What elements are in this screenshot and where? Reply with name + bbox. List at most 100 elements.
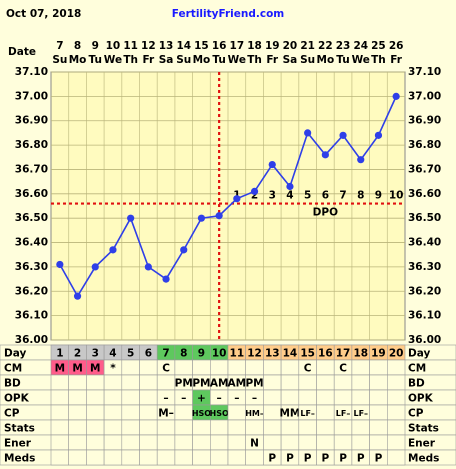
cell-text: P	[375, 453, 383, 465]
dpo-number: 6	[322, 190, 329, 202]
table-cell	[280, 419, 300, 436]
table-cell	[68, 404, 87, 421]
cell-text: –	[234, 393, 239, 405]
table-cell	[103, 404, 123, 421]
table-cell	[280, 389, 300, 406]
cell-text: 4	[109, 348, 116, 360]
table-cell	[139, 419, 158, 436]
y2-tick-label: 36.70	[408, 163, 441, 175]
cell-text: P	[339, 453, 347, 465]
table-cell	[369, 434, 388, 451]
dpo-label: DPO	[313, 207, 338, 219]
table-cell	[333, 374, 353, 391]
x-tick-label: 10	[106, 40, 121, 52]
cell-text: PM	[175, 378, 193, 390]
row-label-right: Ener	[408, 438, 436, 450]
weekday-label: Tu	[336, 54, 349, 66]
y-tick-label: 36.20	[15, 285, 48, 297]
weekday-label: Th	[123, 54, 138, 66]
dpo-number: 10	[389, 190, 404, 202]
temperature-point	[144, 263, 152, 271]
y-tick-label: 37.10	[15, 66, 48, 78]
table-cell	[316, 389, 335, 406]
cell-text: 17	[336, 348, 351, 360]
cell-text: HM–	[245, 409, 264, 418]
cell-text: AM	[228, 378, 247, 390]
table-cell	[86, 374, 105, 391]
table-cell	[139, 449, 158, 466]
table-cell	[174, 359, 193, 376]
table-cell	[139, 404, 158, 421]
table-cell	[263, 404, 282, 421]
table-cell	[68, 449, 87, 466]
table-cell	[227, 449, 247, 466]
cell-text: –	[252, 393, 257, 405]
table-cell	[156, 434, 176, 451]
cell-text: *	[110, 363, 116, 375]
temperature-line	[59, 96, 397, 298]
cell-text: 11	[230, 348, 245, 360]
x-tick-label: 8	[74, 40, 81, 52]
y2-tick-label: 36.10	[408, 310, 441, 322]
y2-tick-label: 36.20	[408, 285, 441, 297]
table-cell	[369, 359, 388, 376]
y-tick-label: 36.30	[15, 261, 48, 273]
table-cell	[333, 389, 353, 406]
table-cell	[245, 359, 264, 376]
temperature-point	[180, 246, 188, 254]
cell-text: C	[304, 363, 312, 375]
dpo-number: 9	[375, 190, 382, 202]
temperature-point	[357, 156, 365, 164]
table-cell	[50, 404, 70, 421]
table-cell	[139, 434, 158, 451]
y2-tick-label: 36.50	[408, 212, 441, 224]
temperature-point	[56, 260, 64, 269]
table-cell	[50, 434, 70, 451]
table-cell	[298, 389, 317, 406]
x-tick-label: 18	[247, 40, 262, 52]
table-cell	[386, 404, 406, 421]
table-cell	[386, 434, 406, 451]
dpo-number: 2	[251, 190, 258, 202]
table-cell	[351, 419, 370, 436]
cell-text: N	[250, 438, 259, 450]
row-label-right: CP	[408, 408, 424, 420]
dpo-number: 8	[357, 190, 364, 202]
table-cell	[280, 359, 300, 376]
table-cell	[210, 449, 229, 466]
temperature-point	[91, 263, 99, 271]
weekday-label: Mo	[317, 54, 335, 66]
weekday-label: Tu	[89, 54, 102, 66]
cell-text: LF–	[353, 409, 368, 418]
temperature-point	[73, 292, 82, 300]
table-cell	[333, 434, 353, 451]
y-tick-label: 36.60	[15, 188, 48, 200]
cell-text: M	[72, 363, 82, 375]
cell-text: P	[357, 453, 365, 465]
site-name: FertilityFriend.com	[172, 8, 285, 20]
table-cell	[263, 419, 282, 436]
temperature-point	[392, 92, 400, 100]
cell-text: 14	[283, 348, 298, 360]
row-label: OPK	[4, 393, 30, 405]
cell-text: +	[197, 393, 206, 405]
cell-text: M	[90, 363, 100, 375]
weekday-label: Su	[52, 54, 67, 66]
table-cell	[316, 419, 335, 436]
temperature-point	[374, 131, 383, 139]
cell-text: P	[268, 453, 276, 465]
x-tick-label: 21	[300, 40, 315, 52]
row-label-right: Day	[408, 348, 430, 360]
table-cell	[316, 359, 335, 376]
table-cell	[156, 449, 176, 466]
cell-text: P	[304, 453, 312, 465]
table-cell	[280, 434, 300, 451]
cell-text: 13	[265, 348, 280, 360]
weekday-label: Sa	[159, 54, 174, 66]
x-tick-label: 14	[176, 40, 191, 52]
x-tick-label: 20	[283, 40, 298, 52]
x-tick-label: 9	[92, 40, 99, 52]
table-cell	[351, 434, 370, 451]
table-cell	[68, 434, 87, 451]
table-cell	[121, 389, 140, 406]
